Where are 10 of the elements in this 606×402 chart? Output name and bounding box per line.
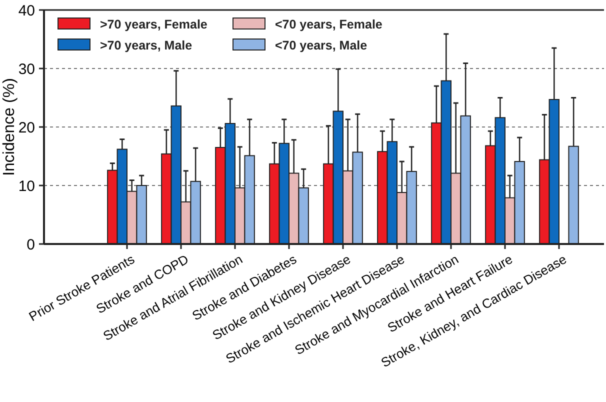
- legend-label: >70 years, Female: [100, 17, 208, 32]
- y-tick-label: 20: [18, 119, 35, 136]
- y-tick-label: 0: [26, 236, 35, 254]
- legend-label: >70 years, Male: [100, 38, 192, 52]
- legend-label: <70 years, Male: [275, 38, 368, 52]
- y-axis-title: Incidence (%): [1, 78, 18, 176]
- legend-label: <70 years, Female: [275, 17, 382, 32]
- y-tick-label: 40: [18, 2, 35, 20]
- y-tick-label: 30: [18, 60, 35, 78]
- y-tick-label: 10: [18, 178, 35, 195]
